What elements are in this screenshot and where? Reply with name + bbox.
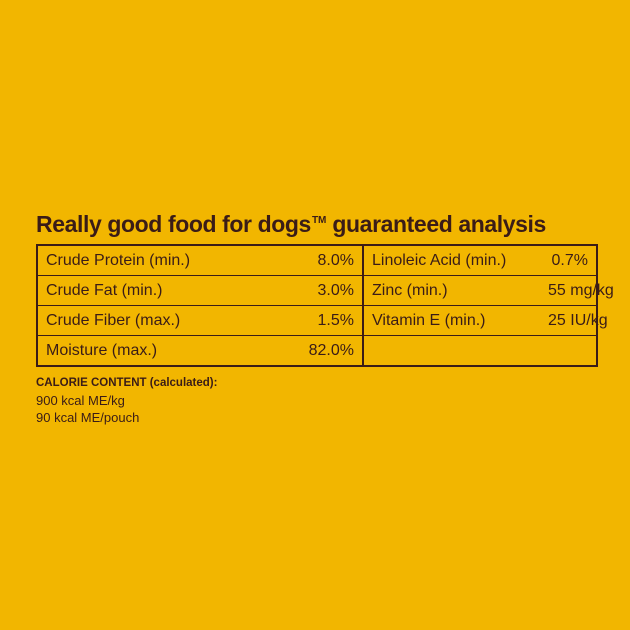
nutrient-name: Zinc (min.) [363, 275, 540, 306]
calorie-line: 900 kcal ME/kg [36, 393, 125, 408]
table-row: Crude Fiber (max.) 1.5% Vitamin E (min.)… [37, 305, 608, 336]
headline-suffix: guaranteed analysis [326, 211, 546, 237]
nutrient-value [540, 336, 597, 367]
nutrient-name: Crude Fiber (max.) [37, 305, 254, 336]
calorie-title: CALORIE CONTENT (calculated): [36, 377, 218, 389]
nutrient-name: Crude Protein (min.) [37, 245, 254, 276]
analysis-table: Crude Protein (min.) 8.0% Linoleic Acid … [36, 244, 614, 367]
headline: Really good food for dogsTM guaranteed a… [36, 207, 602, 238]
calorie-content: CALORIE CONTENT (calculated): 900 kcal M… [36, 375, 602, 426]
table-row: Crude Fat (min.) 3.0% Zinc (min.) 55 mg/… [37, 275, 614, 306]
nutrient-value: 0.7% [540, 245, 597, 276]
nutrient-name: Vitamin E (min.) [363, 305, 540, 336]
nutrient-value: 55 mg/kg [540, 275, 614, 306]
nutrient-value: 1.5% [254, 305, 364, 336]
trademark-symbol: TM [311, 215, 327, 226]
calorie-line: 90 kcal ME/pouch [36, 410, 140, 425]
guaranteed-analysis-panel: Really good food for dogsTM guaranteed a… [36, 207, 614, 426]
nutrient-name: Crude Fat (min.) [37, 275, 254, 306]
nutrient-name: Moisture (max.) [46, 341, 158, 359]
headline-text: Really good food for dogs [36, 211, 311, 237]
table-row: Moisture (max.) 82.0% [37, 335, 597, 367]
table-row: Crude Protein (min.) 8.0% Linoleic Acid … [37, 245, 597, 276]
nutrient-name [363, 336, 540, 367]
nutrient-value: 82.0% [254, 335, 364, 366]
nutrient-value: 25 IU/kg [540, 305, 608, 336]
nutrient-value: 8.0% [254, 245, 364, 276]
nutrient-value: 3.0% [254, 275, 364, 306]
nutrient-name: Linoleic Acid (min.) [363, 245, 540, 276]
